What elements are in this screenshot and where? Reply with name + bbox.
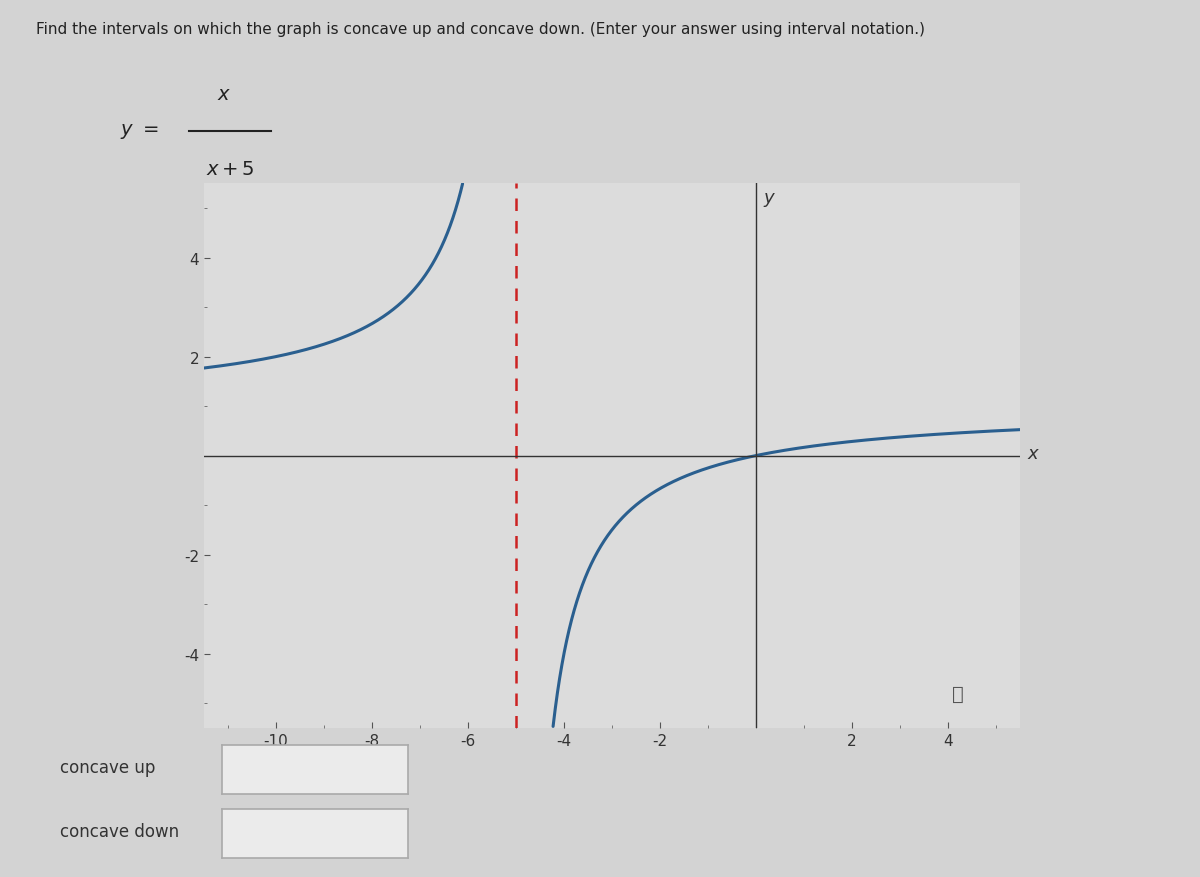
Text: concave down: concave down <box>60 823 179 840</box>
Text: $x+5$: $x+5$ <box>205 160 254 179</box>
Text: ⓘ: ⓘ <box>952 684 964 702</box>
Text: y: y <box>763 189 774 207</box>
Text: $x$: $x$ <box>216 84 230 103</box>
Text: concave up: concave up <box>60 759 155 776</box>
Text: x: x <box>1027 445 1038 462</box>
Text: $y\ =$: $y\ =$ <box>120 122 158 141</box>
Text: Find the intervals on which the graph is concave up and concave down. (Enter you: Find the intervals on which the graph is… <box>36 22 925 37</box>
